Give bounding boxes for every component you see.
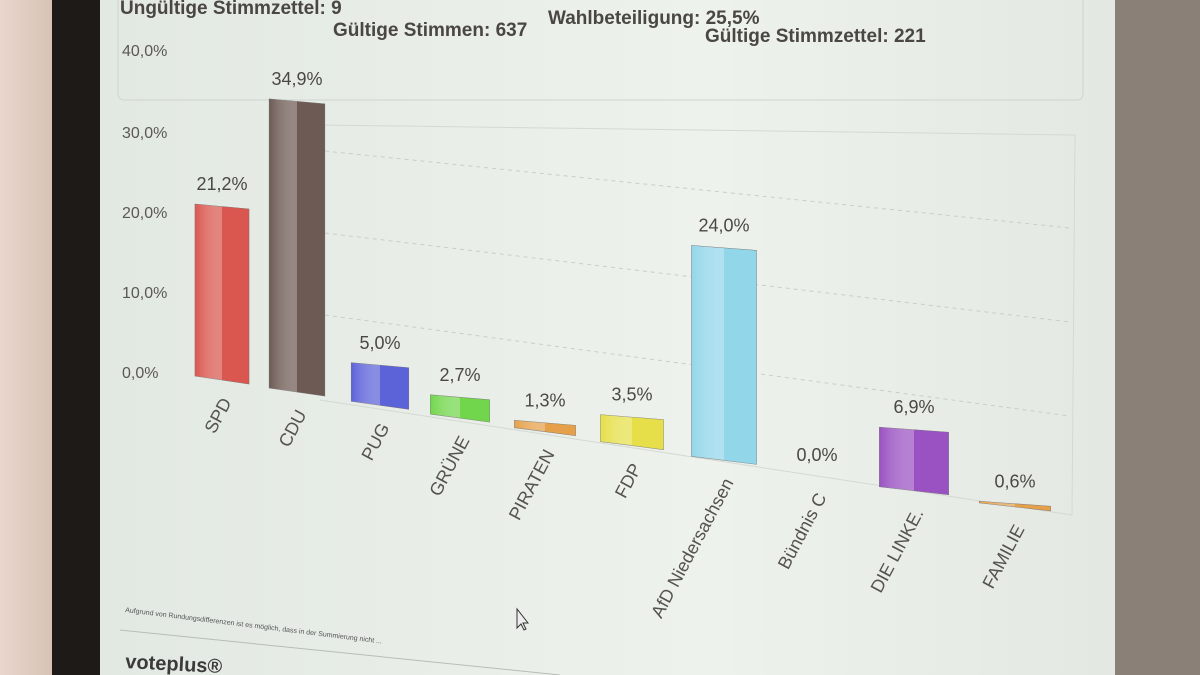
bar-highlight <box>351 362 409 410</box>
gridline <box>324 150 1071 229</box>
value-label: 24,0% <box>698 215 749 235</box>
bar-highlight <box>195 204 249 384</box>
category-label: GRÜNE <box>425 433 473 500</box>
category-label: CDU <box>275 406 311 450</box>
voteplus-logo: voteplus® <box>125 651 223 675</box>
bar-group: 2,7% GRÜNE <box>425 365 490 500</box>
value-label: 0,0% <box>796 445 837 465</box>
category-label: FDP <box>611 460 646 501</box>
category-label: PIRATEN <box>505 446 559 523</box>
value-label: 1,3% <box>524 390 565 410</box>
bar-highlight <box>600 414 664 450</box>
value-label: 6,9% <box>893 397 934 417</box>
y-tick-label: 0,0% <box>122 365 158 382</box>
bar-group: 3,5% FDP <box>600 385 664 501</box>
bar-highlight <box>430 394 490 423</box>
bar-group: 24,0% AfD Niedersachsen <box>647 215 757 621</box>
category-label: DIE LINKE. <box>867 505 928 596</box>
header-panel <box>117 0 1084 101</box>
screen-frame <box>52 0 102 675</box>
bar-highlight <box>879 427 949 495</box>
bar-group: 0,6% FAMILIE <box>978 471 1052 592</box>
bar-highlight <box>269 98 325 397</box>
turnout: Wahlbeteiligung: 25,5% <box>548 8 760 29</box>
plot-area <box>319 124 1076 516</box>
bar-highlight <box>691 245 757 465</box>
value-label: 5,0% <box>359 333 400 353</box>
bar-group: 34,9% CDU <box>268 69 326 450</box>
value-label: 34,9% <box>271 69 322 89</box>
y-tick-label: 20,0% <box>122 205 167 222</box>
background-right <box>1115 0 1200 675</box>
bar-group: 1,3% PIRATEN <box>505 390 576 523</box>
category-label: SPD <box>200 394 235 436</box>
bar-highlight <box>979 501 1051 511</box>
y-tick-label: 10,0% <box>122 285 167 302</box>
footnote: Aufgrund von Rundungsdifferenzen ist es … <box>125 607 383 645</box>
category-label: FAMILIE <box>978 521 1028 591</box>
bar-group: 5,0% PUG <box>350 333 410 464</box>
y-tick-label: 40,0% <box>122 43 167 60</box>
y-tick-label: 30,0% <box>122 125 167 142</box>
category-label: Bündnis C <box>774 490 831 573</box>
invalid-ballots: Ungültige Stimmzettel: 9 <box>120 0 342 19</box>
category-label: AfD Niedersachsen <box>647 475 737 621</box>
category-label: PUG <box>358 420 394 464</box>
value-label: 2,7% <box>439 365 480 385</box>
valid-votes: Gültige Stimmen: 637 <box>333 20 527 41</box>
value-label: 3,5% <box>611 385 652 405</box>
mouse-cursor-icon <box>516 607 530 631</box>
gridline <box>324 314 1071 417</box>
bar-group: 0,0% Bündnis C <box>774 445 838 572</box>
valid-ballots: Gültige Stimmzettel: 221 <box>705 26 926 47</box>
wall <box>0 0 52 675</box>
bar-group: 21,2% SPD <box>194 174 250 437</box>
gridline <box>324 232 1071 323</box>
value-label: 21,2% <box>196 174 247 194</box>
bar-group: 6,9% DIE LINKE. <box>867 397 949 596</box>
bar-highlight <box>514 420 576 436</box>
footer-divider <box>119 629 561 675</box>
value-label: 0,6% <box>994 471 1035 491</box>
